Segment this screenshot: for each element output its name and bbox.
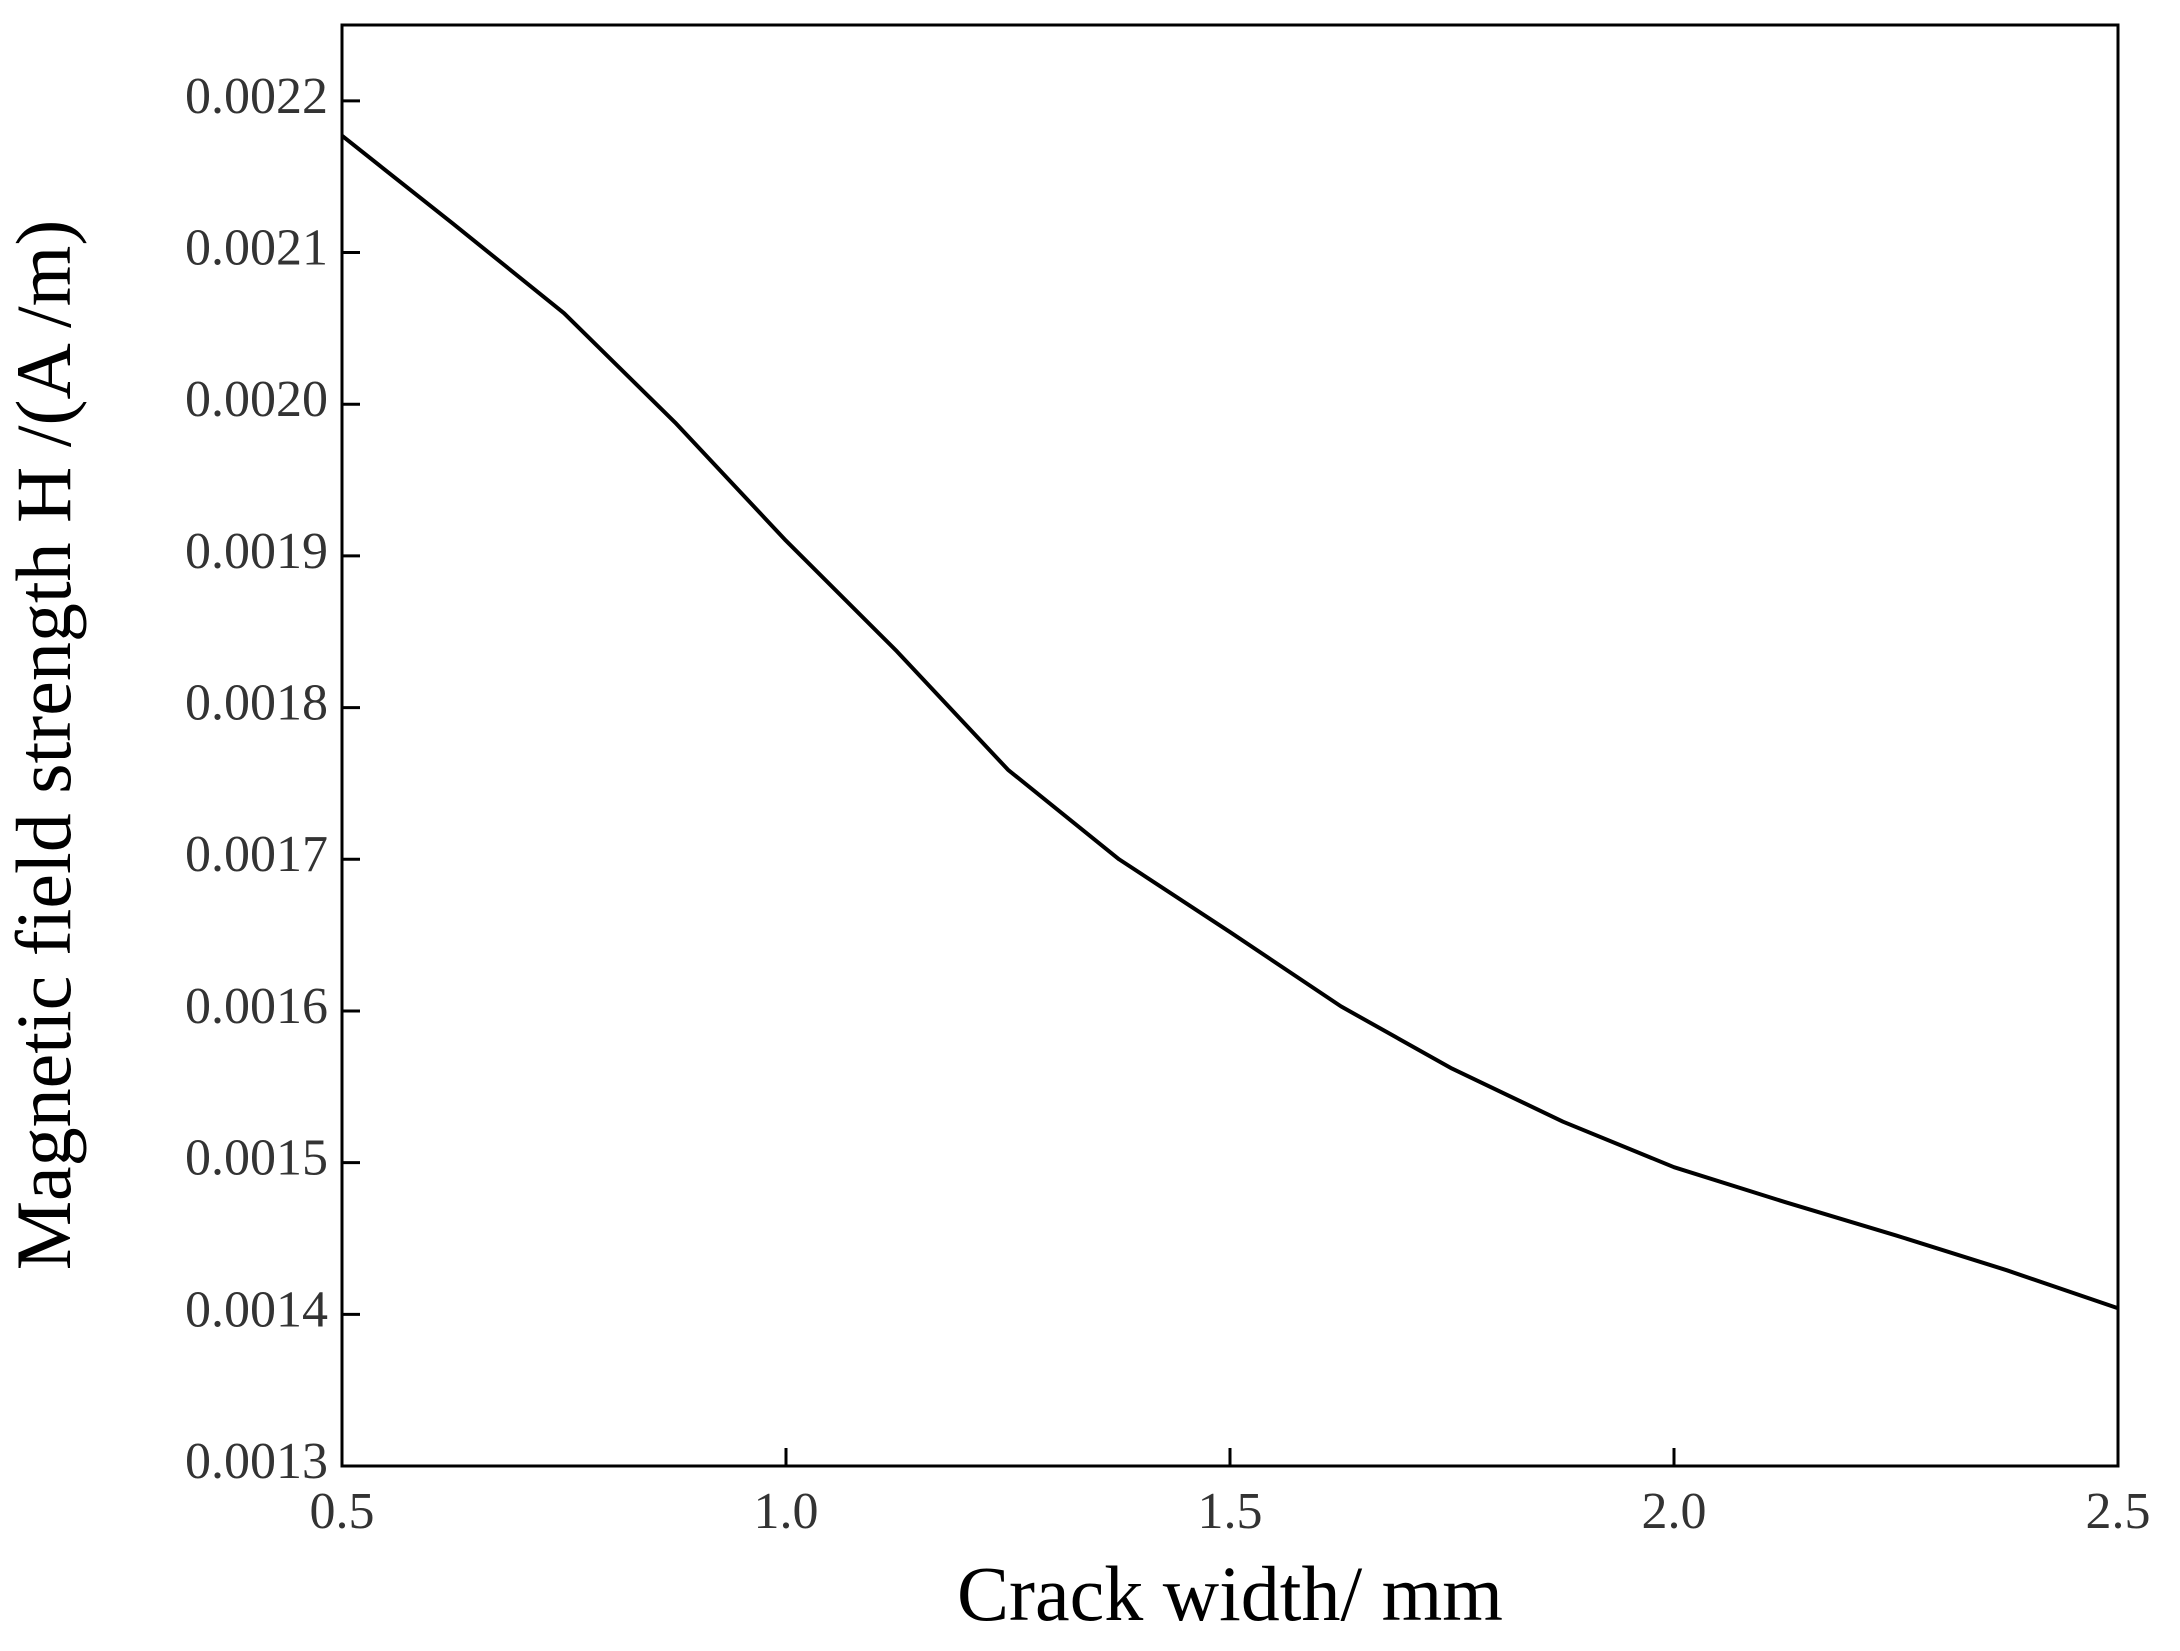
x-axis-label: Crack width/ mm <box>957 1550 1503 1637</box>
x-tick-label: 2.5 <box>2086 1483 2151 1540</box>
x-tick-label: 1.0 <box>754 1483 819 1540</box>
y-axis-label: Magnetic field strength H /(A /m) <box>0 220 87 1271</box>
y-tick-label: 0.0022 <box>185 68 328 125</box>
y-tick-label: 0.0014 <box>185 1281 328 1338</box>
y-tick-label: 0.0017 <box>185 826 328 883</box>
y-tick-label: 0.0015 <box>185 1130 328 1187</box>
y-tick-label: 0.0020 <box>185 371 328 428</box>
x-tick-label: 0.5 <box>310 1483 375 1540</box>
x-tick-label: 2.0 <box>1642 1483 1707 1540</box>
data-line <box>340 134 2119 1311</box>
x-tick-label: 1.5 <box>1198 1483 1263 1540</box>
y-tick-label: 0.0013 <box>185 1433 328 1490</box>
y-tick-label: 0.0021 <box>185 219 328 276</box>
plot-frame <box>340 23 2120 1468</box>
y-tick-label: 0.0016 <box>185 978 328 1035</box>
y-tick-label: 0.0018 <box>185 675 328 732</box>
y-tick-label: 0.0019 <box>185 523 328 580</box>
